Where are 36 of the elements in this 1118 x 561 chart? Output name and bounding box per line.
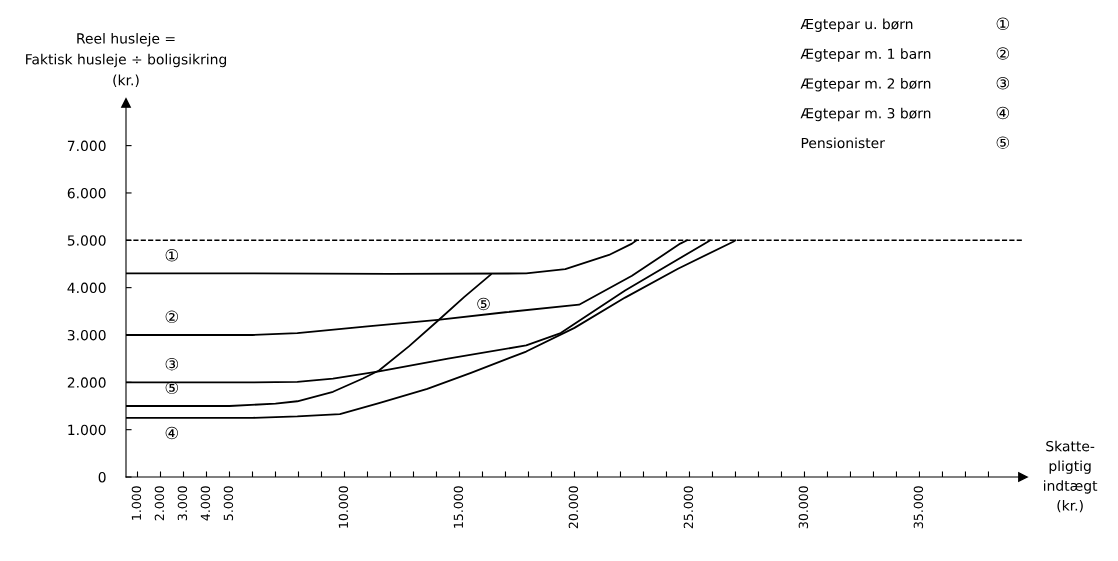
text: Ægtepar u. børn [800,18,913,32]
x-tick-label: 2.000 [154,486,165,521]
annotation: ⑤ [477,297,490,311]
text: ② [996,47,1010,60]
y-tick-label: 7.000 [67,140,106,152]
text: ③ [996,77,1010,90]
x-tick-label: 3.000 [177,486,188,521]
x-tick-label: 1.000 [131,486,142,520]
text: Ægtepar m. 1 barn [800,48,931,62]
y-tick-label: 1.000 [68,424,106,436]
text: ④ [996,106,1010,120]
y-tick-label: 3.000 [67,329,106,341]
text: ① [996,17,1010,31]
text: Pensionister [801,137,885,149]
x-tick-label: 20.000 [568,486,579,529]
annotation: ② [165,310,179,324]
x-tick-label: 35.000 [913,486,924,529]
x-tick-label: 10.000 [338,486,349,528]
annotation: ④ [165,426,179,440]
y-tick-label: 0 [98,471,106,483]
x-tick-label: 5.000 [223,486,234,521]
annotation: ① [165,249,179,262]
y-axis-title: Reel husleje = Faktisk husleje ÷ boligsikring (kr.) [26,32,227,87]
y-tick-label: 4.000 [67,282,106,294]
text: Ægtepar m. 2 børn [800,77,931,92]
y-tick-label: 2.000 [67,377,106,388]
text: Ægtepar m. 3 børn [800,107,931,122]
x-axis-title: Skatte- pligtig indtægt (kr.) [1044,440,1098,513]
x-tick-label: 4.000 [200,486,211,521]
x-tick-label: 15.000 [453,486,464,528]
annotation: ③ [165,357,179,371]
text: ⑤ [996,136,1010,149]
y-tick-label: 5.000 [67,235,106,246]
x-tick-label: 30.000 [798,486,809,529]
x-tick-label: 25.000 [683,486,694,529]
y-tick-label: 6.000 [67,187,106,199]
